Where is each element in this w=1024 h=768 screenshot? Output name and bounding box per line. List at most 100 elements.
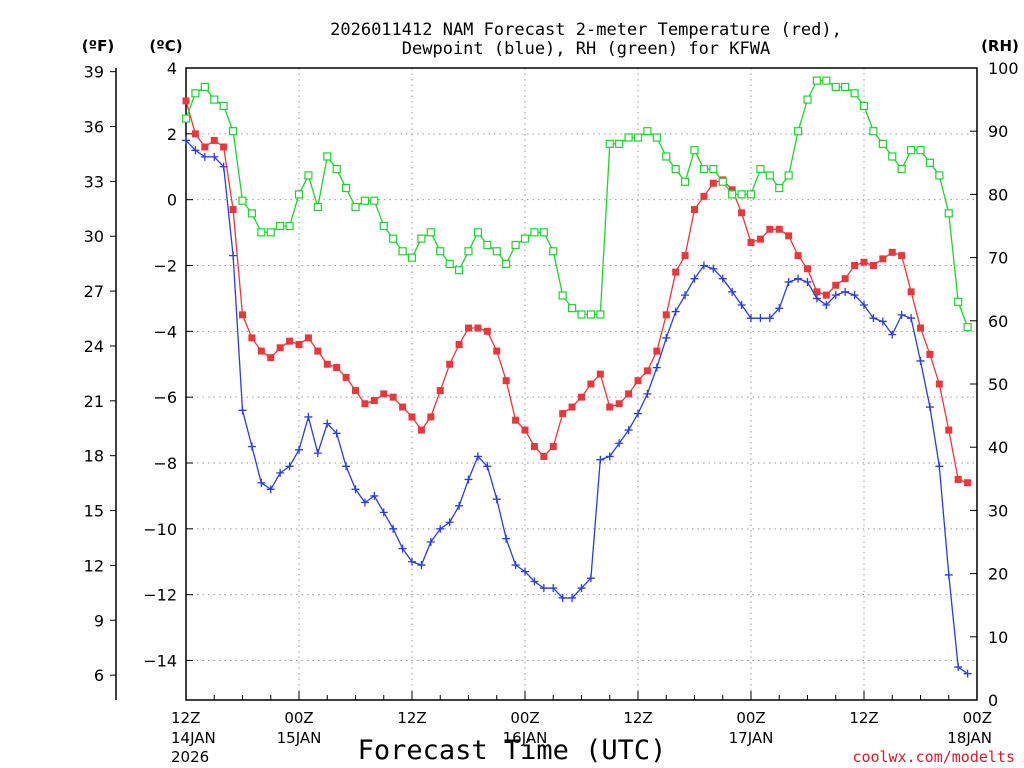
temperature-point: [888, 248, 896, 256]
rh-point: [257, 228, 266, 237]
rh-point: [859, 101, 869, 111]
temperature-point: [907, 288, 915, 296]
temperature-point: [399, 403, 407, 411]
dewpoint-point: [860, 301, 868, 309]
temperature-point: [286, 337, 294, 345]
rh-tick-label: 80: [988, 185, 1008, 204]
grid-lines: [186, 67, 977, 700]
dewpoint-point: [869, 314, 878, 323]
temperature-point: [578, 393, 585, 401]
temperature-point: [804, 265, 811, 273]
dewpoint-point: [445, 518, 454, 527]
temperature-point: [869, 262, 877, 269]
fahrenheit-tick-label: 39: [84, 63, 104, 82]
dewpoint-point: [652, 363, 661, 372]
rh-point: [793, 127, 803, 136]
temperature-point: [474, 324, 482, 332]
temperature-point: [210, 136, 218, 144]
temperature-point: [427, 413, 435, 421]
rh-point: [888, 152, 897, 161]
dewpoint-point: [699, 261, 708, 270]
temperature-point: [182, 97, 190, 105]
rh-point: [454, 266, 464, 275]
rh-unit-label: (RH): [981, 37, 1019, 55]
rh-point: [897, 165, 906, 174]
dewpoint-point: [878, 317, 887, 326]
temperature-point: [822, 291, 830, 299]
rh-point: [332, 165, 341, 174]
temperature-point: [662, 311, 670, 319]
dewpoint-point: [643, 389, 652, 398]
dewpoint-point: [963, 669, 972, 678]
rh-point: [596, 310, 605, 319]
rh-point: [605, 139, 614, 148]
rh-point: [520, 234, 530, 243]
dewpoint-point: [408, 557, 416, 566]
rh-point: [775, 183, 784, 193]
temperature-point: [615, 400, 623, 408]
temperature-point: [738, 209, 746, 217]
temperature-point: [794, 252, 802, 260]
temperature-point: [841, 275, 849, 283]
temperature-point: [380, 390, 388, 398]
temperature-point: [436, 387, 444, 395]
rh-point: [351, 202, 360, 212]
rh-point: [869, 127, 878, 136]
dewpoint-point: [812, 294, 821, 303]
temperature-point: [493, 347, 501, 355]
temperature-point: [766, 225, 774, 233]
rh-point: [200, 82, 209, 92]
fahrenheit-tick-label: 9: [94, 611, 104, 630]
dewpoint-point: [850, 291, 859, 300]
celsius-tick-label: −2: [153, 257, 177, 276]
rh-tick-label: 20: [988, 565, 1008, 584]
fahrenheit-tick-label: 33: [84, 172, 104, 191]
dewpoint-point: [426, 538, 435, 546]
celsius-tick-label: 2: [167, 125, 177, 144]
temperature-point: [483, 327, 491, 335]
rh-point: [276, 221, 285, 231]
x-tick-label: 00Z: [284, 709, 313, 727]
temperature-point: [785, 232, 793, 240]
dewpoint-point: [935, 462, 944, 471]
rh-point: [313, 202, 322, 212]
x-tick-label: 12Z: [397, 709, 426, 727]
dewpoint-point: [822, 301, 831, 309]
dewpoint-point: [709, 264, 718, 273]
dewpoint-point: [784, 277, 793, 286]
dewpoint-point: [831, 291, 840, 300]
dewpoint-point: [765, 314, 774, 323]
rh-tick-label: 60: [988, 312, 1008, 331]
rh-tick-label: 50: [988, 375, 1008, 394]
rh-point: [219, 101, 228, 111]
temperature-point: [314, 347, 322, 355]
temperature-point: [408, 413, 416, 421]
rh-point: [191, 89, 200, 98]
rh-point: [379, 221, 388, 231]
rh-point: [426, 228, 435, 237]
x-tick-label: 12Z: [623, 709, 652, 727]
x-tick-label: 12Z: [849, 709, 878, 727]
rh-point: [812, 76, 822, 85]
x-tick-date-label: 15JAN: [277, 729, 322, 747]
dewpoint-point: [568, 593, 577, 602]
dewpoint-point: [276, 468, 285, 477]
temperature-point: [756, 235, 764, 243]
fahrenheit-tick-label: 21: [84, 392, 104, 411]
rh-point: [238, 196, 247, 205]
rh-point: [718, 177, 727, 186]
fahrenheit-tick-label: 15: [84, 502, 104, 521]
rh-point: [558, 291, 567, 300]
dewpoint-point: [954, 663, 963, 672]
temperature-point: [653, 347, 661, 355]
rh-point: [652, 133, 661, 142]
rh-tick-label: 90: [988, 122, 1008, 141]
temperature-point: [342, 373, 350, 381]
rh-point: [944, 209, 953, 218]
rh-point: [360, 196, 370, 205]
temperature-point: [606, 403, 614, 411]
celsius-tick-label: 0: [167, 191, 177, 210]
dewpoint-point: [897, 310, 906, 319]
temperature-point: [879, 255, 887, 263]
fahrenheit-tick-label: 18: [84, 447, 104, 466]
